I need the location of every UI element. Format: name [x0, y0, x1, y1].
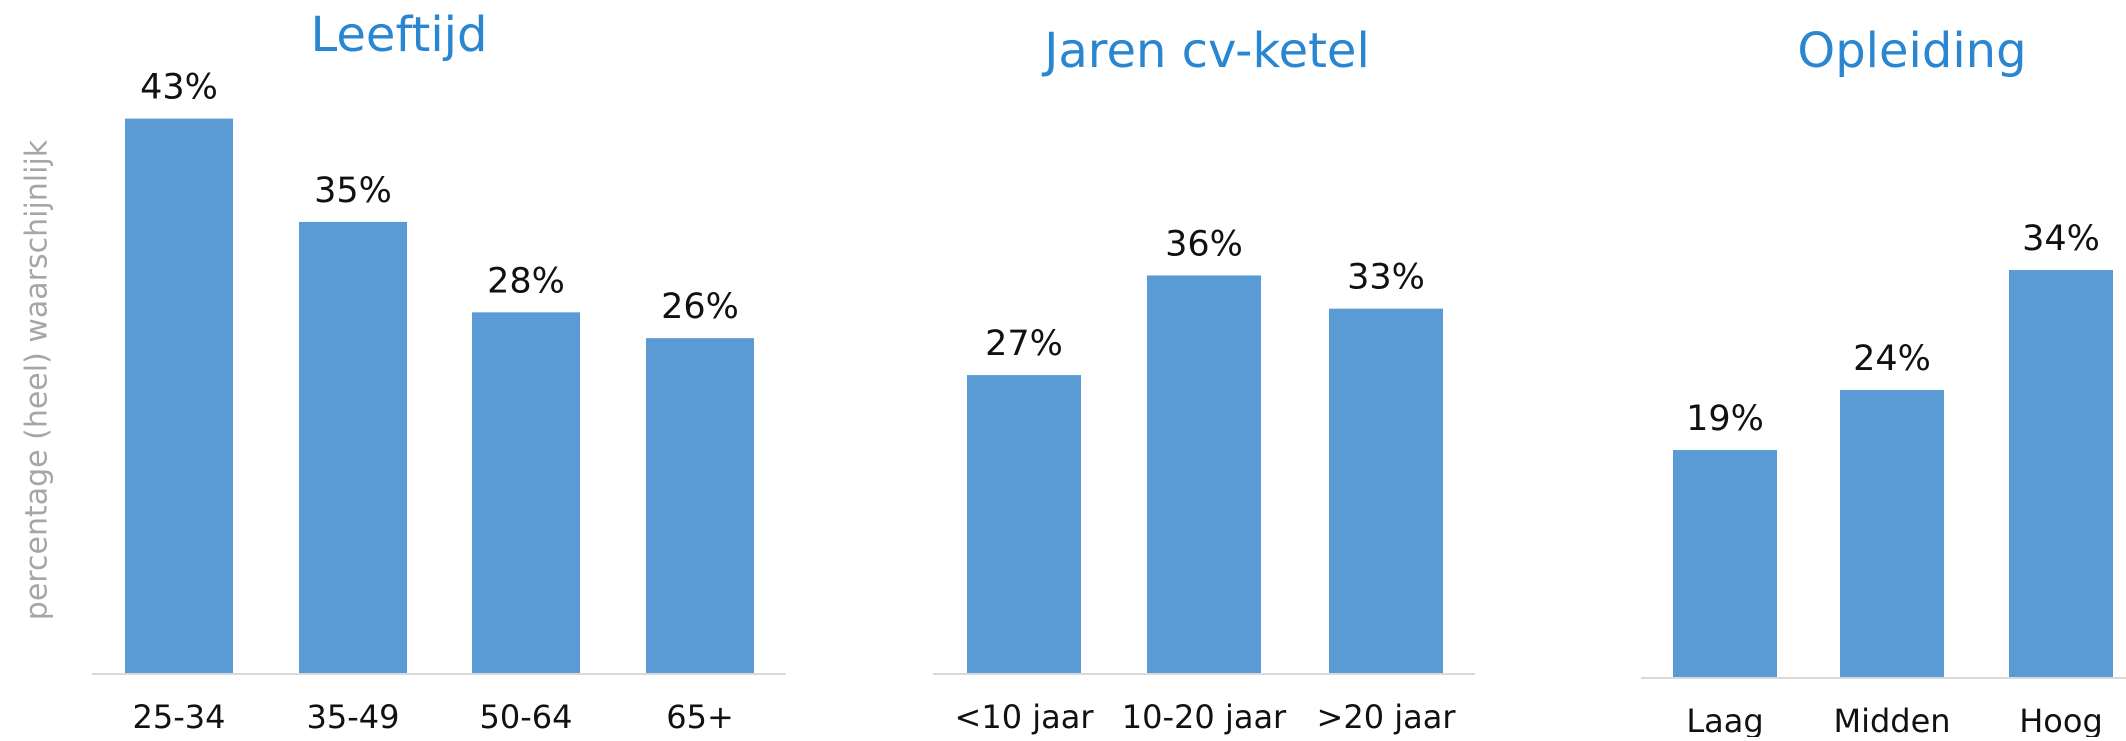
data-label: 36% — [1165, 224, 1243, 264]
chart-title: Leeftijd — [311, 7, 488, 63]
bar — [646, 338, 754, 674]
data-label: 43% — [140, 68, 218, 108]
data-label: 34% — [2022, 219, 2100, 259]
data-label: 19% — [1686, 399, 1764, 439]
x-tick-label: <10 jaar — [955, 698, 1095, 736]
bar — [1840, 390, 1944, 678]
bar — [299, 221, 407, 674]
x-tick-label: 10-20 jaar — [1122, 698, 1287, 736]
data-label: 26% — [661, 287, 739, 327]
data-label: 27% — [985, 324, 1063, 364]
chart-title: Opleiding — [1797, 23, 2026, 79]
chart-title: Jaren cv-ketel — [1041, 23, 1370, 79]
x-tick-label: Midden — [1833, 702, 1950, 737]
x-tick-label: 25-34 — [133, 698, 226, 736]
x-tick-label: Laag — [1686, 702, 1763, 737]
bar — [1329, 308, 1443, 674]
bar — [967, 375, 1081, 674]
x-tick-label: 50-64 — [480, 698, 573, 736]
bar — [1673, 450, 1777, 678]
bar — [472, 312, 580, 674]
bar — [2009, 270, 2113, 678]
y-axis-label: percentage (heel) waarschijnlijk — [20, 139, 55, 620]
data-label: 35% — [314, 171, 392, 211]
bar — [1147, 275, 1261, 674]
x-tick-label: Hoog — [2019, 702, 2103, 737]
bar — [125, 118, 233, 675]
x-tick-label: 35-49 — [307, 698, 400, 736]
data-label: 33% — [1347, 258, 1425, 298]
data-label: 24% — [1853, 339, 1931, 379]
data-label: 28% — [487, 261, 565, 301]
x-tick-label: 65+ — [666, 698, 734, 736]
x-tick-label: >20 jaar — [1317, 698, 1457, 736]
